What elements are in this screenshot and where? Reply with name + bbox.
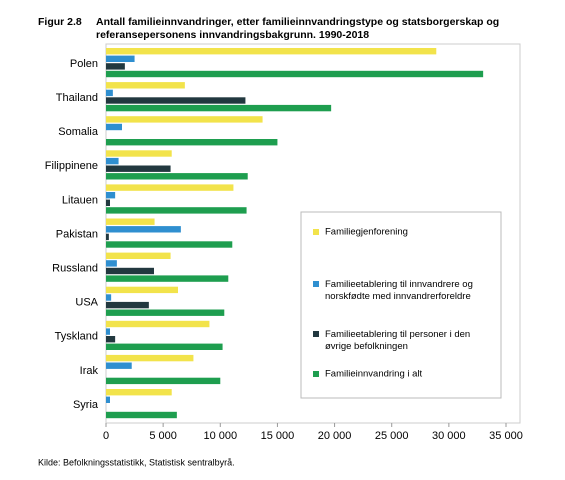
bar <box>106 294 112 301</box>
bar <box>106 362 132 369</box>
bar <box>106 70 484 78</box>
x-tick-label: 20 000 <box>318 430 352 442</box>
bar <box>106 320 210 328</box>
plot-frame <box>105 43 521 424</box>
legend-swatch <box>313 371 319 377</box>
bar <box>106 184 234 191</box>
y-tick-label: Russland <box>52 263 98 275</box>
legend-label: Familiegjenforening <box>325 227 408 238</box>
bar <box>106 233 109 241</box>
x-tick-label: 25 000 <box>375 430 409 442</box>
bar <box>106 226 181 233</box>
bar <box>106 104 332 112</box>
bar <box>106 328 110 335</box>
chart-title: Antall familieinnvandringer, etter famil… <box>96 16 499 28</box>
bar <box>106 301 149 309</box>
bar <box>106 82 185 89</box>
bar <box>106 286 178 294</box>
x-tick-label: 10 000 <box>203 430 237 442</box>
bar <box>106 192 116 199</box>
x-tick-label: 15 000 <box>261 430 295 442</box>
y-tick-label: Syria <box>73 399 99 411</box>
bar <box>106 150 172 157</box>
legend-swatch <box>313 281 319 287</box>
x-tick-label: 5 000 <box>149 430 177 442</box>
bar <box>106 116 263 123</box>
bar <box>106 55 135 62</box>
bar <box>106 336 116 343</box>
legend-label: Familieetablering til innvandrere og nors… <box>325 279 473 302</box>
y-tick-label: Irak <box>80 365 99 377</box>
x-tick-label: 0 <box>103 430 109 442</box>
bar <box>106 411 177 419</box>
bar <box>106 389 172 396</box>
legend-swatch <box>313 331 319 337</box>
bar <box>106 260 117 267</box>
bar <box>106 157 119 165</box>
bar <box>106 267 154 275</box>
legend-label: Familieinnvandring i alt <box>325 369 423 380</box>
y-tick-label: Thailand <box>56 92 98 104</box>
x-tick-label: 35 000 <box>489 430 523 442</box>
bar <box>106 123 122 131</box>
bar <box>106 377 221 385</box>
bar <box>106 207 247 214</box>
bar <box>106 173 248 180</box>
bar <box>106 199 110 206</box>
bar <box>106 354 194 362</box>
source: Kilde: Befolkningsstatistikk, Statistisk… <box>38 457 235 467</box>
bar <box>106 309 225 316</box>
figure-label: Figur 2.8 <box>38 16 82 28</box>
bar <box>106 48 437 55</box>
bar <box>106 89 113 97</box>
y-tick-label: Polen <box>70 58 98 70</box>
bar <box>106 396 110 403</box>
bar <box>106 139 278 146</box>
bar <box>106 63 125 70</box>
bar <box>106 165 171 172</box>
y-tick-label: Somalia <box>58 126 99 138</box>
bar <box>106 275 229 282</box>
bar <box>106 252 171 259</box>
bar <box>106 241 233 248</box>
y-tick-label: Filippinene <box>45 160 98 172</box>
legend-box <box>300 211 502 399</box>
bar <box>106 97 246 104</box>
legend-label: Familieetablering til personer i den øvri… <box>325 329 470 352</box>
y-tick-label: Tyskland <box>55 331 98 343</box>
y-tick-label: Litauen <box>62 194 98 206</box>
bar <box>106 218 155 225</box>
x-tick-label: 30 000 <box>432 430 466 442</box>
y-tick-label: Pakistan <box>56 228 98 240</box>
chart-title: referansepersonens innvandringsbakgrunn.… <box>96 29 369 41</box>
bar <box>106 343 223 350</box>
y-tick-label: USA <box>75 297 98 309</box>
legend-swatch <box>313 229 319 235</box>
